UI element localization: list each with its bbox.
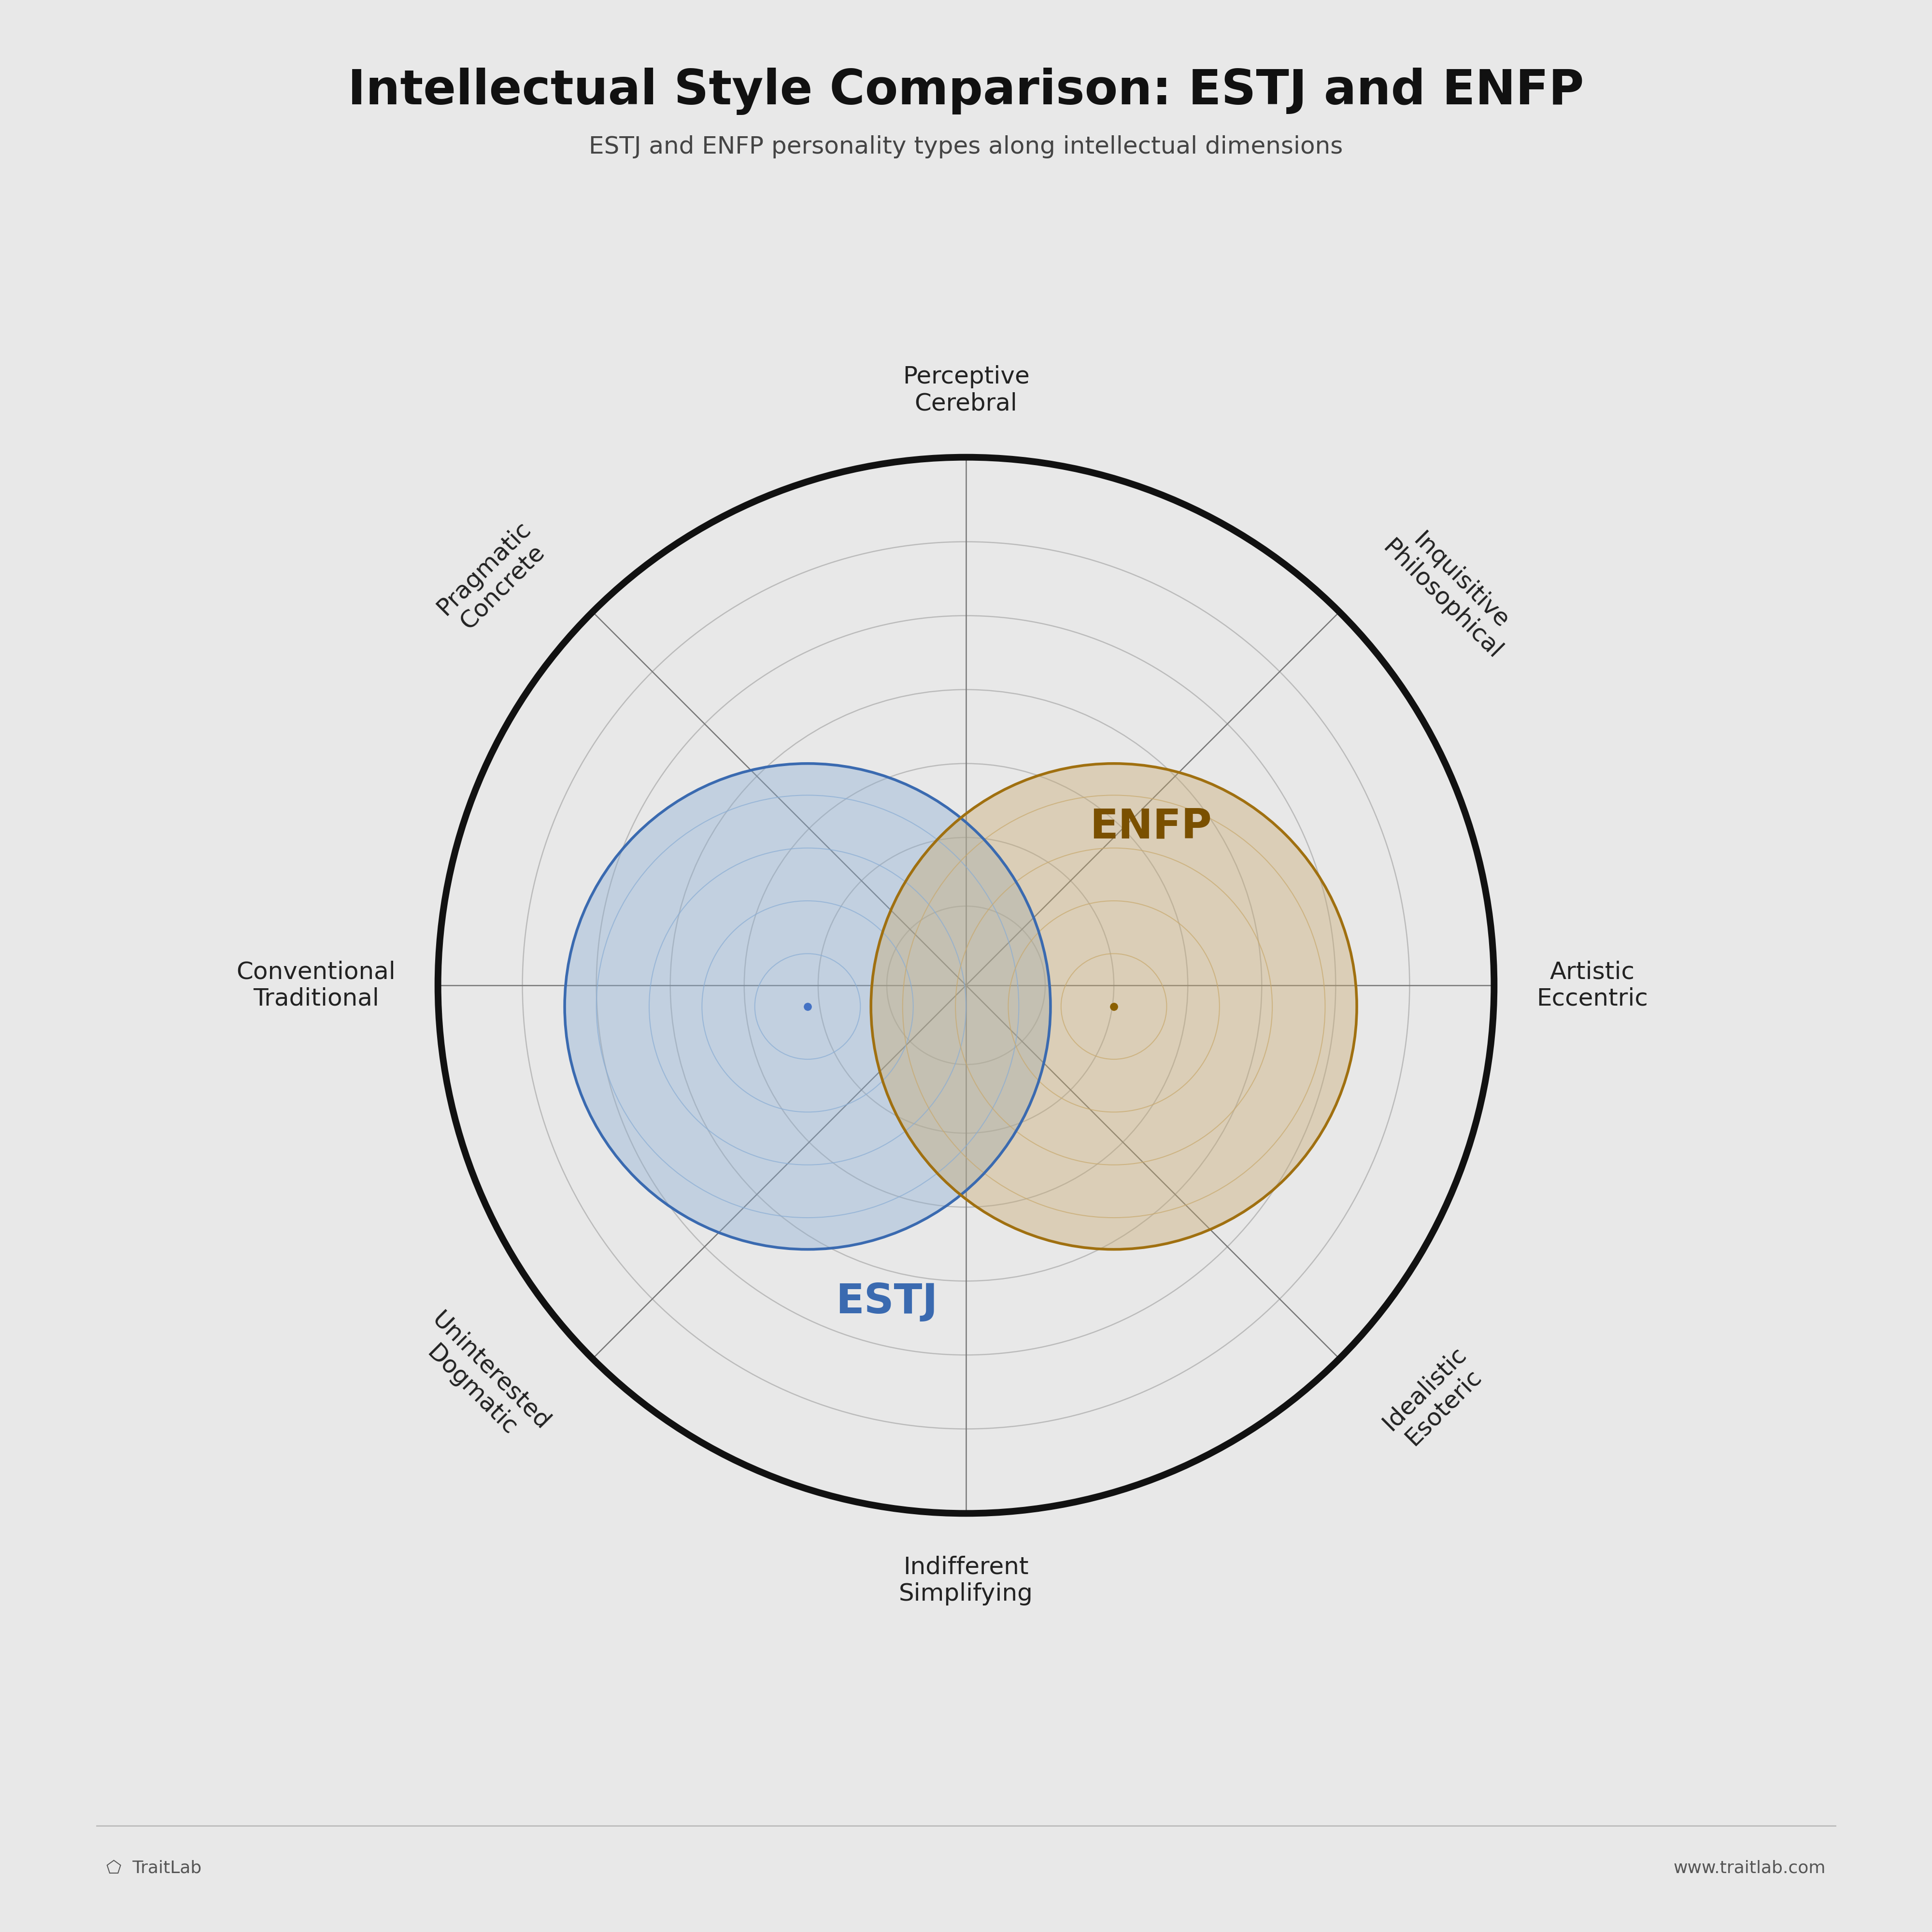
Text: Idealistic
Esoteric: Idealistic Esoteric	[1378, 1343, 1490, 1453]
Text: Artistic
Eccentric: Artistic Eccentric	[1536, 960, 1648, 1010]
Text: Uninterested
Dogmatic: Uninterested Dogmatic	[408, 1308, 554, 1453]
Circle shape	[871, 763, 1356, 1250]
Text: ESTJ: ESTJ	[837, 1283, 937, 1321]
Text: Inquisitive
Philosophical: Inquisitive Philosophical	[1378, 518, 1524, 665]
Text: Intellectual Style Comparison: ESTJ and ENFP: Intellectual Style Comparison: ESTJ and …	[348, 68, 1584, 116]
Text: ENFP: ENFP	[1090, 808, 1211, 846]
Text: Indifferent
Simplifying: Indifferent Simplifying	[898, 1555, 1034, 1605]
Text: ⬠  TraitLab: ⬠ TraitLab	[106, 1861, 201, 1876]
Circle shape	[564, 763, 1051, 1250]
Text: Perceptive
Cerebral: Perceptive Cerebral	[902, 365, 1030, 415]
Text: Pragmatic
Concrete: Pragmatic Concrete	[433, 518, 554, 639]
Text: www.traitlab.com: www.traitlab.com	[1673, 1861, 1826, 1876]
Text: ESTJ and ENFP personality types along intellectual dimensions: ESTJ and ENFP personality types along in…	[589, 135, 1343, 158]
Text: Conventional
Traditional: Conventional Traditional	[236, 960, 396, 1010]
